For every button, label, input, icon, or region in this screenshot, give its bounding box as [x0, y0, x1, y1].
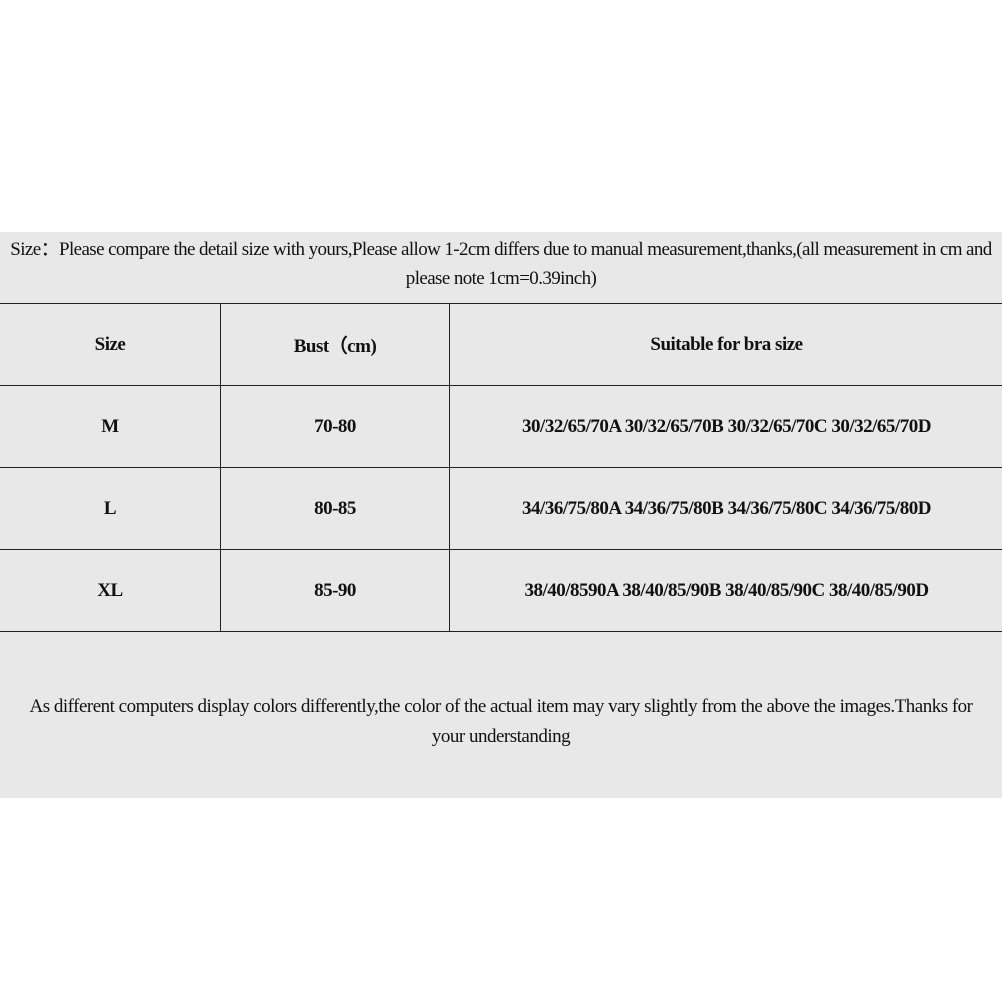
cell-bra-size: 38/40/8590A 38/40/85/90B 38/40/85/90C 38… — [449, 549, 1002, 632]
table-header-row: Size Bust（cm) Suitable for bra size — [0, 303, 1002, 386]
table-row: XL 85-90 38/40/8590A 38/40/85/90B 38/40/… — [0, 549, 1002, 632]
cell-bust: 80-85 — [220, 467, 450, 550]
header-bra-size: Suitable for bra size — [449, 303, 1002, 386]
cell-bust: 85-90 — [220, 549, 450, 632]
color-disclaimer: As different computers display colors di… — [29, 696, 973, 747]
cell-size: M — [0, 385, 221, 468]
header-size: Size — [0, 303, 221, 386]
size-table: Size Bust（cm) Suitable for bra size M 70… — [0, 303, 1002, 632]
header-bust: Bust（cm) — [220, 303, 450, 386]
cell-bra-size: 30/32/65/70A 30/32/65/70B 30/32/65/70C 3… — [449, 385, 1002, 468]
cell-bra-size: 34/36/75/80A 34/36/75/80B 34/36/75/80C 3… — [449, 467, 1002, 550]
size-intro-text: Size：Please compare the detail size with… — [10, 239, 992, 289]
cell-size: L — [0, 467, 221, 550]
table-row: L 80-85 34/36/75/80A 34/36/75/80B 34/36/… — [0, 467, 1002, 550]
table-row: M 70-80 30/32/65/70A 30/32/65/70B 30/32/… — [0, 385, 1002, 468]
cell-size: XL — [0, 549, 221, 632]
cell-bust: 70-80 — [220, 385, 450, 468]
